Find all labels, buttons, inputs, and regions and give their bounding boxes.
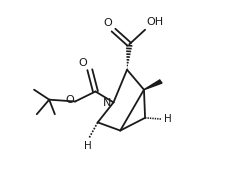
- Text: O: O: [104, 18, 112, 28]
- Text: H: H: [84, 141, 91, 151]
- Text: O: O: [79, 58, 88, 68]
- Text: H: H: [164, 114, 172, 124]
- Text: OH: OH: [146, 17, 163, 27]
- Text: N: N: [103, 98, 111, 108]
- Text: O: O: [65, 95, 74, 105]
- Polygon shape: [144, 80, 162, 90]
